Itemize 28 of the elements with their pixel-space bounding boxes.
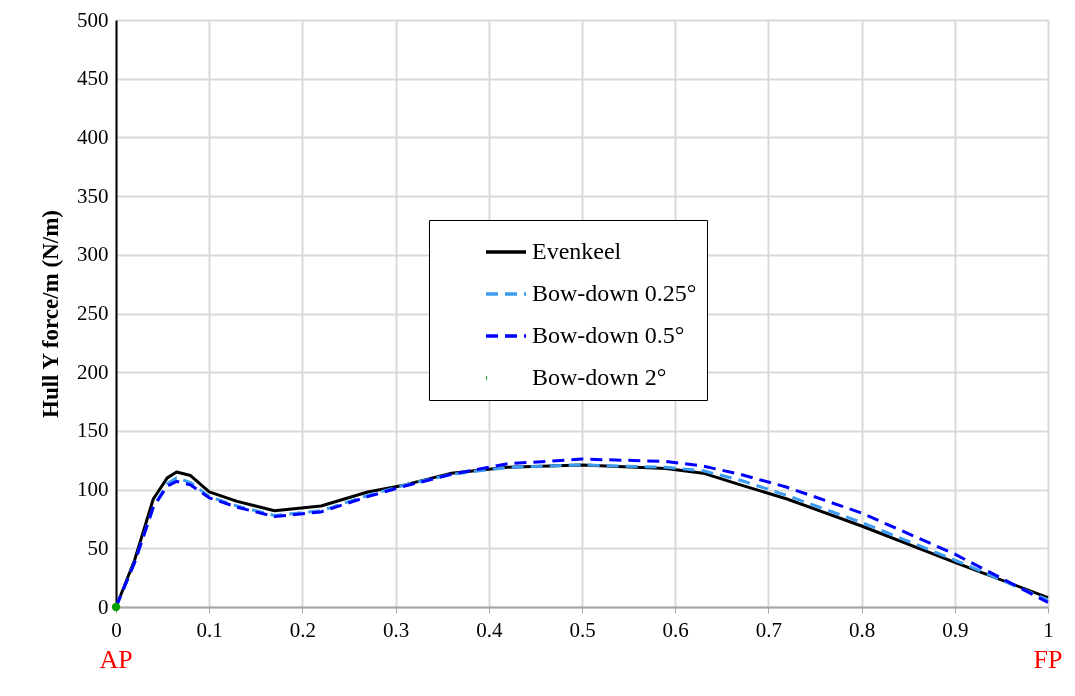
- x-tick-label: 0.2: [289, 617, 317, 642]
- legend-label: Bow-down 2°: [532, 364, 667, 390]
- x-tick-label: 0.1: [196, 617, 223, 642]
- legend-label: Bow-down 0.25°: [532, 280, 697, 306]
- x-tick-label: 0.3: [382, 617, 410, 642]
- legend-label: Evenkeel: [532, 238, 622, 264]
- y-tick-label: 150: [77, 418, 109, 443]
- x-tick-label: 1: [1043, 617, 1054, 642]
- y-tick-label: 50: [87, 535, 109, 560]
- y-tick-label: 100: [77, 477, 109, 502]
- y-tick-label: 500: [77, 7, 109, 32]
- y-tick-label: 400: [77, 124, 109, 149]
- y-tick-label: 300: [77, 242, 109, 267]
- x-tick-label: 0.8: [848, 617, 876, 642]
- x-tick-label: 0.6: [662, 617, 689, 642]
- text: AP: [99, 645, 133, 674]
- x-tick-label: 0.7: [755, 617, 783, 642]
- x-tick-label: 0.4: [476, 617, 503, 642]
- y-tick-label: 250: [77, 301, 109, 325]
- y-tick-label: 350: [77, 183, 109, 208]
- legend-label: Bow-down 0.5°: [532, 322, 685, 348]
- text: FP: [1033, 645, 1063, 674]
- y-axis-title: Hull Y force/m (N/m): [38, 209, 63, 419]
- y-tick-label: 450: [77, 66, 109, 91]
- y-tick-label: 200: [77, 359, 109, 384]
- x-tick-label: 0.9: [942, 617, 969, 642]
- x-tick-label: 0.5: [569, 617, 596, 642]
- y-tick-label: 0: [98, 594, 109, 619]
